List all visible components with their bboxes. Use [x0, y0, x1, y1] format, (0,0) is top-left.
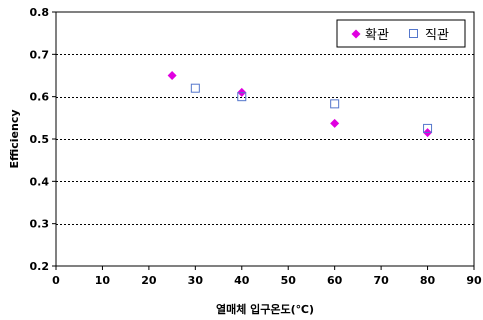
x-axis-title: 열매체 입구온도(℃) — [216, 302, 314, 316]
y-tick-label: 0.8 — [30, 6, 50, 19]
y-tick-label: 0.6 — [30, 91, 50, 104]
x-tick-label: 90 — [466, 274, 482, 287]
x-axis: 0 10 20 30 40 50 60 70 80 90 — [52, 266, 482, 287]
data-points — [167, 71, 433, 138]
x-tick-label: 50 — [281, 274, 297, 287]
legend-marker-diamond — [351, 29, 361, 39]
y-tick-label: 0.4 — [30, 175, 50, 188]
gridlines — [56, 54, 474, 225]
data-point-series-2 — [330, 99, 340, 109]
y-axis: 0.2 0.3 0.4 0.5 0.6 0.7 0.8 — [30, 6, 56, 273]
x-tick-label: 0 — [52, 274, 60, 287]
data-point-series-2 — [190, 83, 200, 93]
data-point-series-2 — [237, 92, 247, 102]
x-tick-label: 20 — [141, 274, 157, 287]
y-tick-label: 0.5 — [30, 133, 50, 146]
legend-marker-square — [409, 29, 418, 38]
x-tick-label: 80 — [420, 274, 436, 287]
y-tick-label: 0.2 — [30, 260, 50, 273]
legend-label-series-1: 확관 — [365, 28, 389, 43]
data-point-series-2 — [423, 123, 433, 133]
legend-label-series-2: 직관 — [425, 28, 449, 43]
data-point-series-1 — [330, 118, 340, 128]
x-tick-label: 60 — [327, 274, 343, 287]
y-axis-title: Efficiency — [8, 109, 21, 168]
x-tick-label: 10 — [95, 274, 111, 287]
x-tick-label: 70 — [373, 274, 389, 287]
data-point-series-1 — [167, 71, 177, 80]
y-tick-label: 0.3 — [30, 218, 50, 231]
legend: 확관 직관 — [336, 19, 466, 48]
x-tick-label: 30 — [188, 274, 204, 287]
y-tick-label: 0.7 — [30, 48, 50, 61]
x-tick-label: 40 — [234, 274, 250, 287]
